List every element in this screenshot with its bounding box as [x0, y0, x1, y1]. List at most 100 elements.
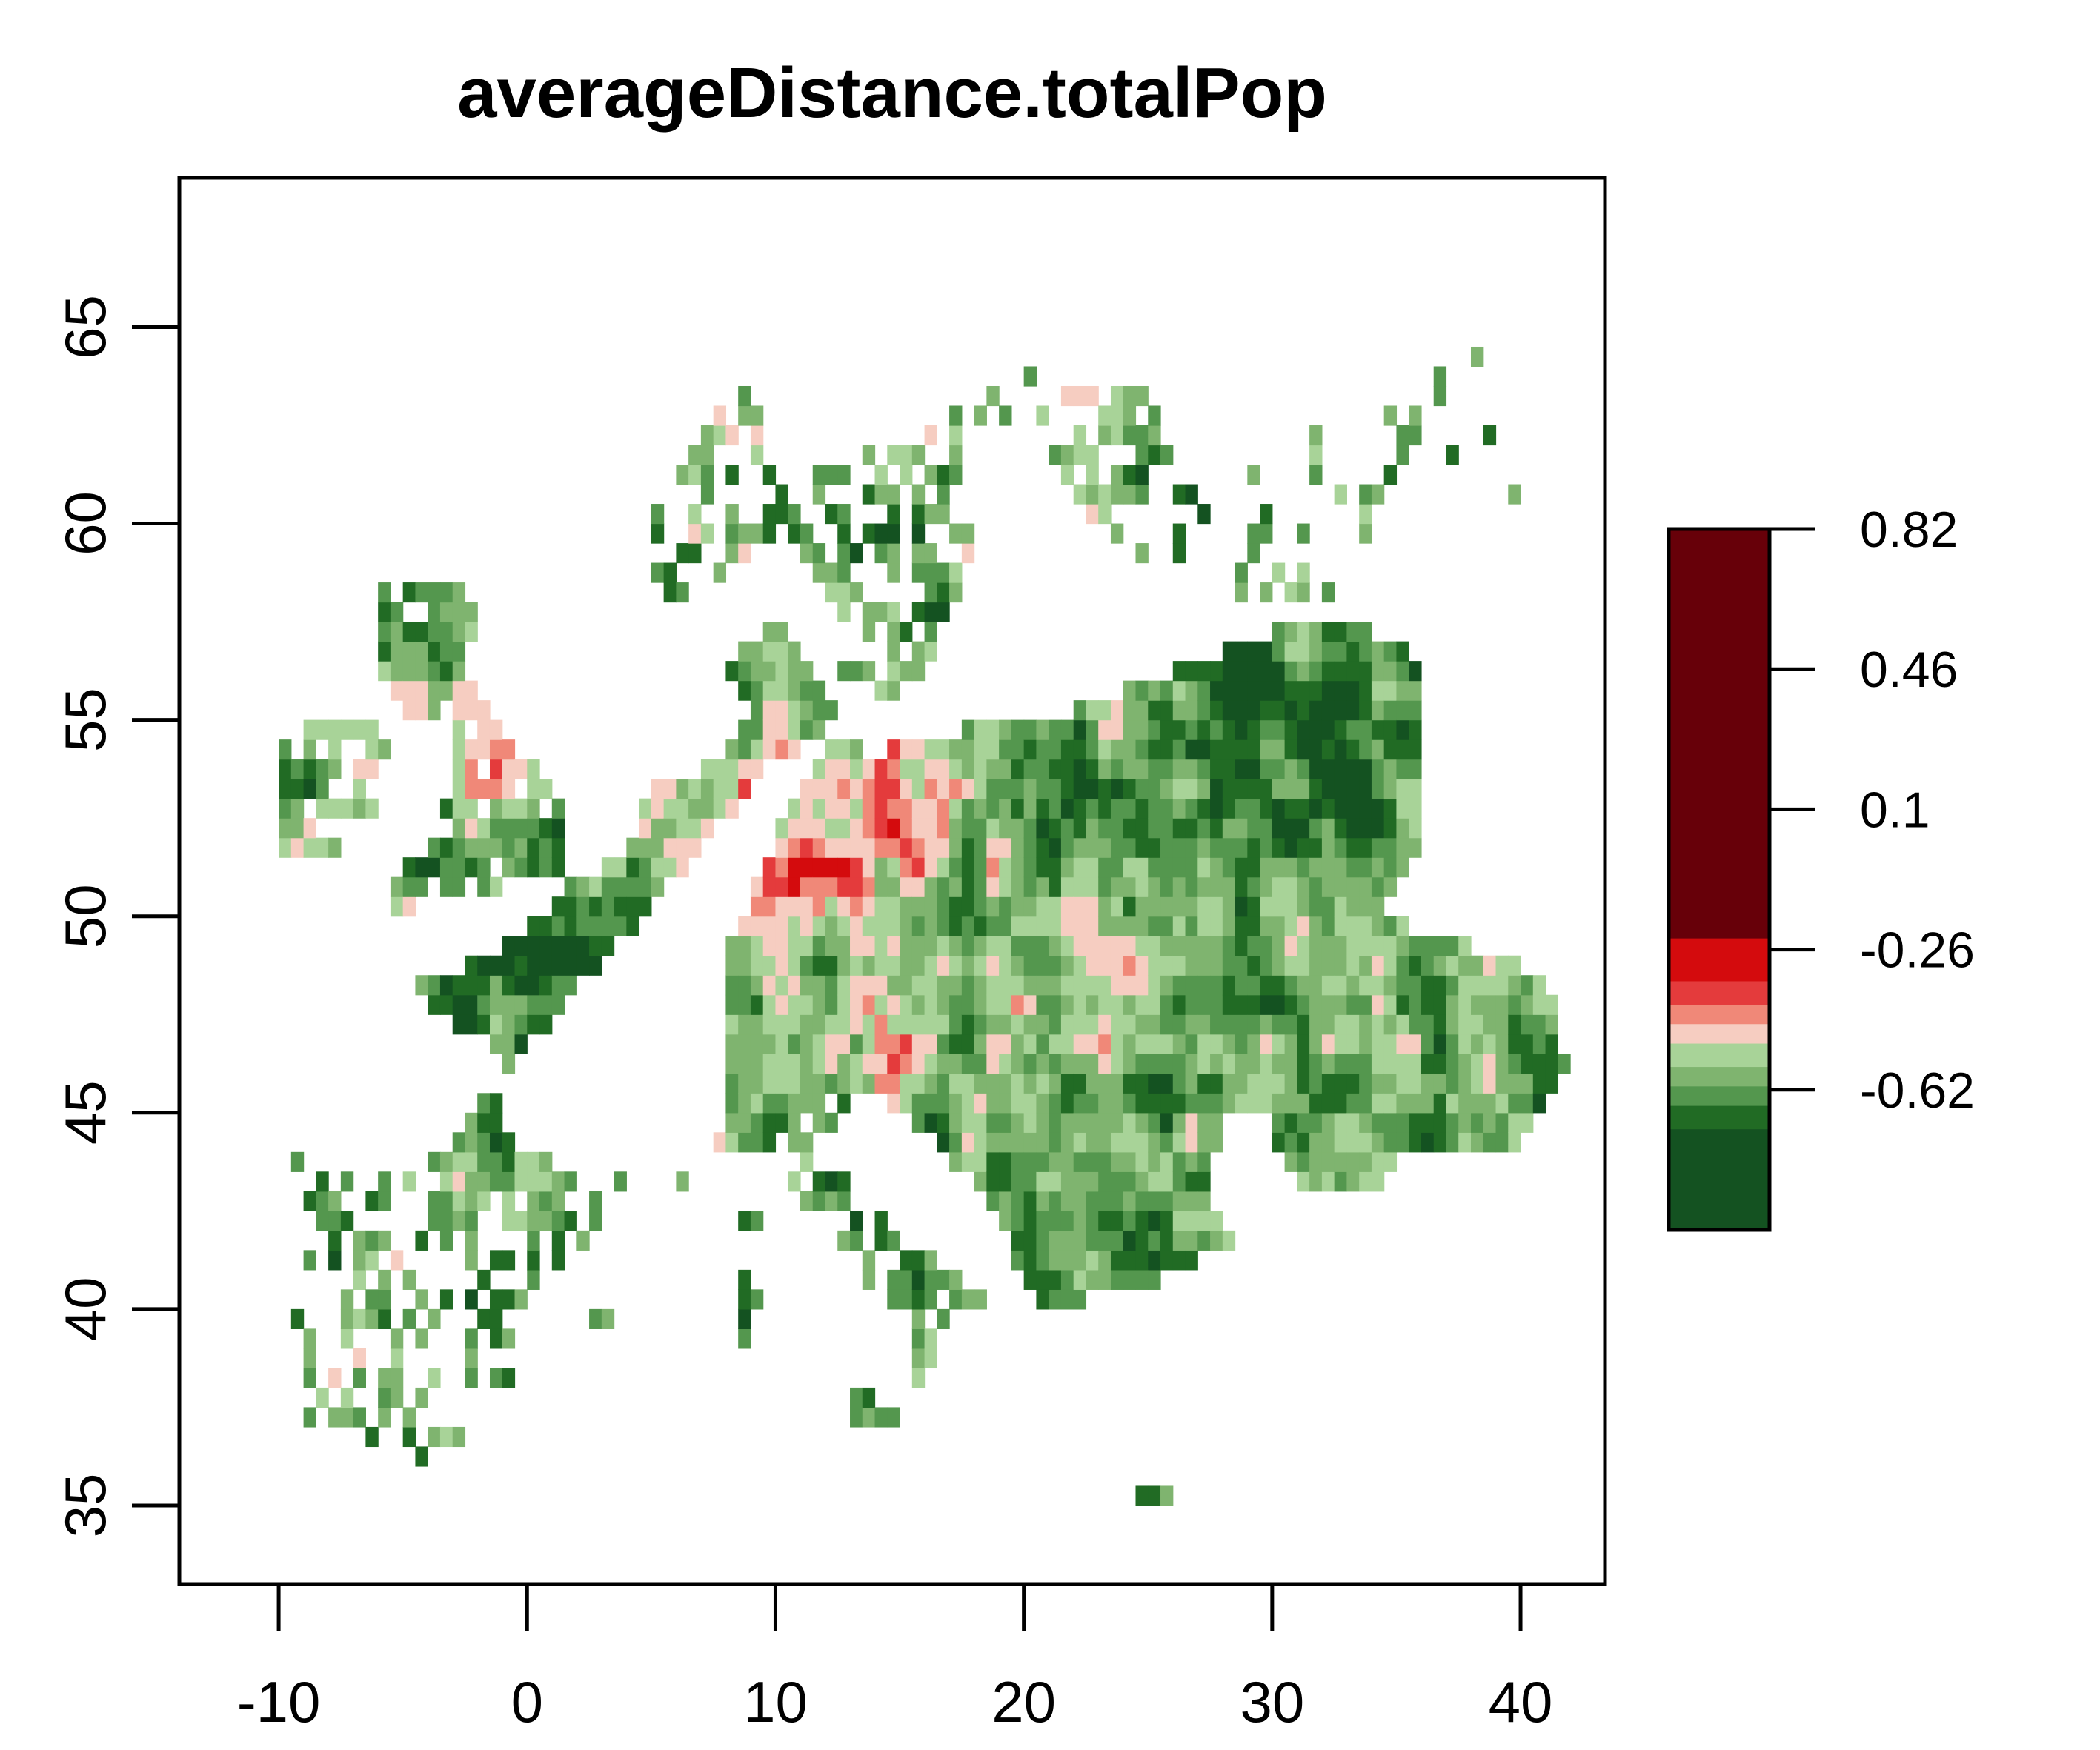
heatmap-cell [551, 1250, 565, 1271]
heatmap-cell [1049, 445, 1062, 465]
heatmap-cell [378, 661, 391, 682]
heatmap-cell [750, 641, 764, 662]
legend-band [1669, 529, 1770, 939]
legend-tick-label: -0.26 [1860, 922, 1975, 979]
heatmap-cell [1023, 719, 1037, 740]
heatmap-cell [1371, 975, 1385, 996]
heatmap-cell [937, 484, 950, 505]
heatmap-cell [1359, 1054, 1372, 1074]
heatmap-cell [477, 1191, 491, 1211]
heatmap-cell [452, 837, 466, 858]
heatmap-cell [738, 779, 751, 799]
heatmap-cell [862, 857, 876, 878]
heatmap-cell [1197, 994, 1211, 1015]
heatmap-cell [974, 739, 987, 760]
heatmap-cell [489, 994, 503, 1015]
heatmap-cell [1185, 916, 1198, 936]
heatmap-cell [1409, 700, 1422, 721]
heatmap-cell [1409, 661, 1422, 682]
heatmap-cell [1123, 1112, 1137, 1133]
heatmap-cell [1011, 837, 1025, 858]
heatmap-cell [974, 994, 987, 1015]
heatmap-cell [1123, 876, 1137, 897]
heatmap-cell [999, 719, 1012, 740]
heatmap-cell [974, 955, 987, 976]
heatmap-cell [1073, 1112, 1087, 1133]
heatmap-cell [1409, 1112, 1422, 1133]
heatmap-cell [279, 739, 292, 760]
heatmap-cell [1260, 1034, 1273, 1054]
heatmap-cell [986, 896, 1000, 917]
heatmap-cell [465, 955, 478, 976]
heatmap-cell [775, 739, 788, 760]
heatmap-cell [1222, 1093, 1236, 1114]
heatmap-cell [328, 719, 342, 740]
heatmap-cell [415, 641, 428, 662]
heatmap-cell [937, 465, 950, 485]
heatmap-cell [986, 818, 1000, 839]
heatmap-cell [850, 582, 863, 603]
heatmap-cell [527, 779, 540, 799]
heatmap-cell [850, 818, 863, 839]
heatmap-cell [974, 1054, 987, 1074]
heatmap-cell [924, 779, 937, 799]
heatmap-cell [527, 1014, 540, 1035]
heatmap-cell [1433, 936, 1447, 956]
heatmap-cell [1135, 779, 1149, 799]
heatmap-cell [1160, 916, 1174, 936]
heatmap-cell [1073, 1132, 1087, 1153]
heatmap-cell [1284, 700, 1297, 721]
heatmap-cell [937, 1054, 950, 1074]
heatmap-cell [1185, 1112, 1198, 1133]
heatmap-cell [303, 759, 316, 779]
heatmap-cell [1160, 837, 1174, 858]
heatmap-cell [961, 994, 975, 1015]
heatmap-cell [1309, 975, 1323, 996]
heatmap-cell [489, 719, 503, 740]
heatmap-cell [465, 1348, 478, 1369]
heatmap-cell [949, 798, 963, 819]
heatmap-cell [415, 1289, 428, 1310]
heatmap-cell [1185, 1250, 1198, 1271]
heatmap-cell [1060, 857, 1074, 878]
heatmap-cell [1123, 1014, 1137, 1035]
heatmap-cell [800, 1014, 814, 1035]
heatmap-cell [762, 700, 777, 721]
heatmap-cell [328, 837, 342, 858]
heatmap-cell [1049, 1191, 1062, 1211]
heatmap-cell [551, 896, 565, 917]
heatmap-cell [1297, 818, 1310, 839]
heatmap-cell [1086, 1151, 1099, 1172]
heatmap-cell [1135, 1211, 1149, 1231]
heatmap-cell [1172, 1034, 1186, 1054]
heatmap-cell [725, 1132, 739, 1153]
heatmap-cell [514, 1151, 528, 1172]
heatmap-cell [1260, 955, 1273, 976]
heatmap-cell [911, 857, 926, 878]
heatmap-cell [750, 680, 764, 701]
heatmap-cell [1049, 837, 1062, 858]
heatmap-cell [1222, 975, 1236, 996]
heatmap-cell [378, 1368, 391, 1388]
legend-tick-label: 0.46 [1860, 642, 1958, 698]
heatmap-cell [1036, 936, 1049, 956]
heatmap-cell [1197, 1151, 1211, 1172]
heatmap-cell [1197, 504, 1211, 525]
heatmap-cell [415, 1446, 428, 1467]
heatmap-cell [1197, 779, 1211, 799]
heatmap-cell [1483, 1034, 1497, 1054]
heatmap-cell [402, 641, 416, 662]
heatmap-cell [788, 818, 801, 839]
heatmap-cell [788, 1054, 801, 1074]
heatmap-cell [1396, 798, 1409, 819]
heatmap-cell [489, 759, 503, 779]
legend-band [1669, 1004, 1770, 1025]
heatmap-cell [489, 837, 503, 858]
heatmap-cell [1110, 818, 1124, 839]
heatmap-cell [1049, 975, 1062, 996]
heatmap-cell [1197, 1112, 1211, 1133]
heatmap-cell [279, 837, 292, 858]
heatmap-cell [663, 582, 677, 603]
heatmap-cell [1321, 1093, 1335, 1114]
heatmap-cell [378, 739, 391, 760]
